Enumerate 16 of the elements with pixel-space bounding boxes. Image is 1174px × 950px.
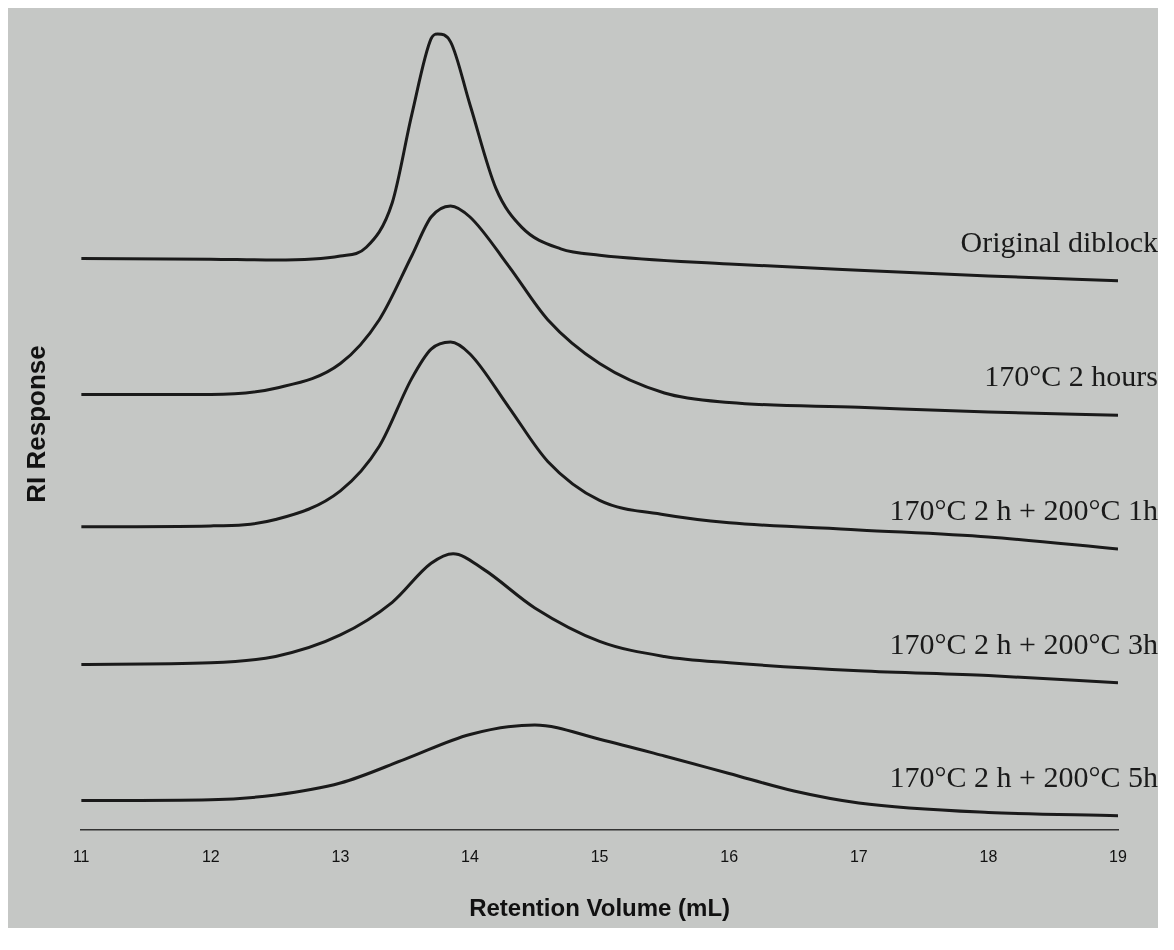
series-label: 170°C 2 h + 200°C 3h	[889, 626, 1158, 660]
x-tick-label: 14	[461, 848, 479, 866]
x-tick-label: 17	[849, 848, 868, 866]
x-tick-label: 11	[72, 848, 90, 866]
x-tick-label: 12	[201, 848, 220, 866]
x-axis-title: Retention Volume (mL)	[469, 894, 731, 922]
x-tick-label: 19	[1109, 848, 1127, 866]
x-tick-label: 18	[979, 848, 998, 866]
x-tick-label: 13	[331, 848, 350, 866]
x-tick-label: 15	[590, 848, 609, 866]
series-label: 170°C 2 h + 200°C 5h	[889, 759, 1158, 793]
x-tick-label: 16	[720, 848, 739, 866]
series-label: Original diblock	[960, 224, 1158, 258]
series-label: 170°C 2 h + 200°C 1h	[889, 492, 1158, 526]
series-label: 170°C 2 hours	[984, 359, 1158, 393]
y-axis-title: RI Response	[20, 345, 51, 503]
